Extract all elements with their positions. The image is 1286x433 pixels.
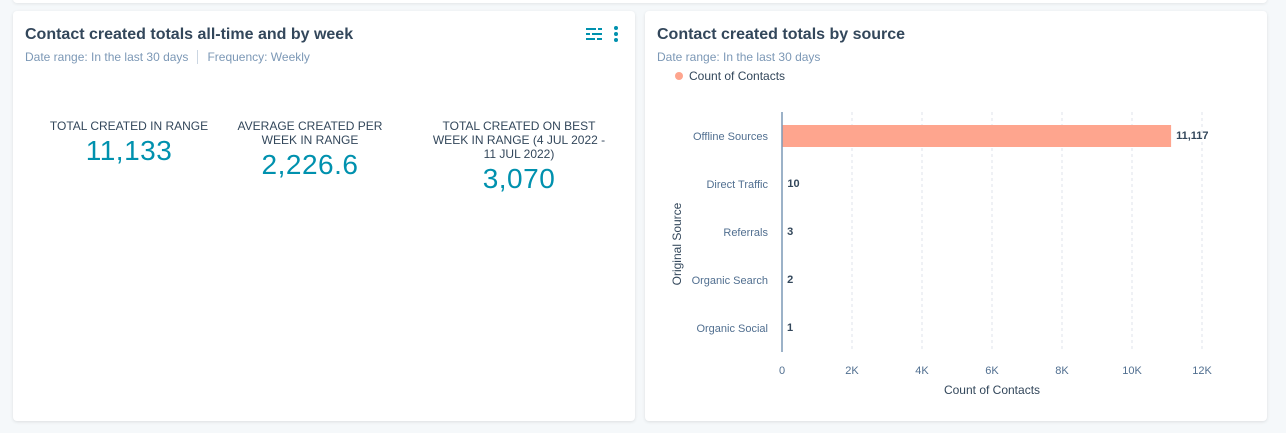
card-title: Contact created totals all-time and by w… [25, 26, 354, 43]
card-subtitle: Date range: In the last 30 days Frequenc… [25, 50, 310, 64]
previous-card-edge [13, 0, 1267, 3]
data-label: 10 [787, 178, 799, 190]
filter-sliders-icon[interactable] [585, 26, 603, 47]
date-range: Date range: In the last 30 days [657, 50, 821, 64]
kpi-value: 3,070 [482, 163, 556, 194]
y-axis-title: Original Source [670, 202, 684, 285]
kpi-best-week: TOTAL CREATED ON BEST WEEK IN RANGE (4 J… [429, 119, 609, 195]
card-title: Contact created totals by source [657, 26, 906, 43]
more-vertical-icon[interactable] [613, 25, 619, 48]
data-label: 1 [787, 322, 793, 334]
x-tick-label: 2K [845, 365, 859, 377]
data-label: 2 [787, 274, 793, 286]
y-tick-label: Direct Traffic [706, 179, 768, 191]
x-axis-title: Count of Contacts [944, 383, 1040, 397]
legend-swatch [675, 72, 683, 80]
kpi-label: AVERAGE CREATED PER WEEK IN RANGE [237, 119, 383, 147]
y-tick-label: Organic Social [696, 323, 768, 335]
source-card: Contact created totals by source Date ra… [645, 11, 1267, 421]
x-tick-label: 8K [1055, 365, 1069, 377]
kpi-average-per-week: AVERAGE CREATED PER WEEK IN RANGE 2,226.… [220, 119, 400, 181]
frequency: Frequency: Weekly [207, 50, 310, 64]
y-tick-label: Organic Search [692, 275, 768, 287]
kpi-value: 11,133 [85, 135, 173, 166]
y-tick-label: Offline Sources [693, 131, 769, 143]
x-tick-label: 4K [915, 365, 929, 377]
legend-label: Count of Contacts [689, 69, 786, 83]
kpi-label: TOTAL CREATED ON BEST WEEK IN RANGE (4 J… [432, 119, 606, 161]
data-label: 3 [787, 226, 793, 238]
divider [197, 50, 199, 64]
legend-item[interactable]: Count of Contacts [675, 69, 785, 83]
bar [782, 125, 1172, 147]
kpi-value: 2,226.6 [261, 149, 359, 180]
data-label: 11,117 [1176, 130, 1208, 142]
y-tick-label: Referrals [723, 227, 768, 239]
x-tick-label: 0 [779, 365, 785, 377]
card-subtitle: Date range: In the last 30 days [657, 50, 820, 64]
date-range: Date range: In the last 30 days [25, 50, 189, 64]
kpi-total-created: TOTAL CREATED IN RANGE 11,133 [39, 119, 219, 167]
x-tick-label: 6K [985, 365, 999, 377]
bar-chart: 0 2K 4K 6K 8K 10K 12K Offline Sources 11,117 Dire… [670, 112, 1212, 397]
totals-card: Contact created totals all-time and by w… [13, 11, 635, 421]
x-tick-label: 12K [1192, 365, 1212, 377]
x-tick-label: 10K [1122, 365, 1142, 377]
kpi-label: TOTAL CREATED IN RANGE [49, 119, 209, 133]
